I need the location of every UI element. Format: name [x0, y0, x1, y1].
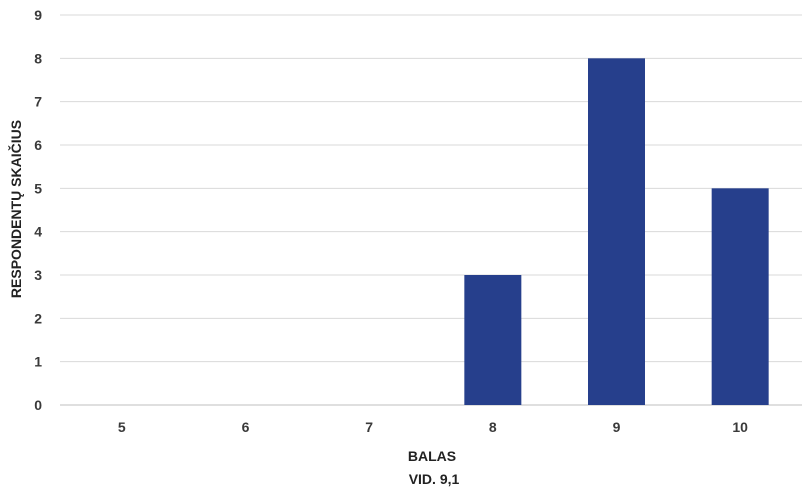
x-axis-title: BALAS	[408, 448, 456, 464]
bar-8	[464, 275, 521, 405]
x-axis-subtitle: VID. 9,1	[409, 471, 460, 487]
y-tick-label: 8	[34, 50, 42, 66]
x-tick-labels: 5 6 7 8 9 10	[118, 419, 748, 435]
y-tick-label: 2	[34, 310, 42, 326]
y-tick-label: 9	[34, 7, 42, 23]
y-tick-label: 0	[34, 397, 42, 413]
x-tick-label: 6	[242, 419, 250, 435]
y-axis-title: RESPONDENTŲ SKAIČIUS	[7, 120, 24, 298]
y-tick-label: 3	[34, 267, 42, 283]
y-tick-label: 5	[34, 180, 42, 196]
y-tick-label: 6	[34, 137, 42, 153]
x-tick-label: 9	[613, 419, 621, 435]
y-tick-labels: 0 1 2 3 4 5 6 7 8 9	[34, 7, 42, 413]
bar-9	[588, 58, 645, 405]
bar-10	[712, 188, 769, 405]
x-tick-label: 5	[118, 419, 126, 435]
y-tick-label: 7	[34, 94, 42, 110]
x-tick-label: 8	[489, 419, 497, 435]
x-tick-label: 10	[732, 419, 748, 435]
y-tick-label: 4	[34, 224, 42, 240]
x-tick-label: 7	[365, 419, 373, 435]
y-tick-label: 1	[34, 354, 42, 370]
gridlines	[60, 15, 802, 405]
